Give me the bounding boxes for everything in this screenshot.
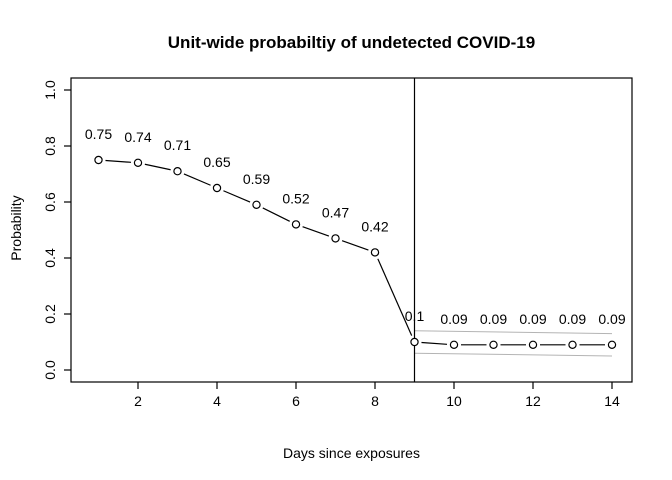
data-point-label: 0.65 — [203, 154, 230, 170]
series-segment — [341, 240, 369, 251]
series-segment — [144, 163, 171, 171]
data-point — [568, 340, 577, 349]
x-tick-label: 12 — [525, 393, 541, 409]
data-point — [173, 166, 182, 176]
y-tick-label: 0.0 — [42, 360, 58, 380]
plot-border — [70, 77, 633, 383]
data-point-label: 0.52 — [282, 190, 309, 206]
series-segment — [183, 173, 211, 186]
series-segment — [223, 190, 251, 203]
y-tick-label: 0.2 — [42, 304, 58, 324]
series-segment — [105, 159, 132, 163]
data-point — [133, 158, 143, 167]
data-point — [370, 248, 380, 257]
data-point — [331, 234, 340, 243]
y-tick-label: 0.6 — [42, 192, 58, 212]
data-point-label: 0.09 — [559, 311, 586, 327]
data-point-label: 0.47 — [322, 204, 349, 220]
x-tick-label: 10 — [446, 393, 462, 409]
data-point — [410, 337, 419, 347]
x-tick-label: 4 — [213, 393, 221, 409]
x-tick-label: 2 — [134, 393, 142, 409]
data-point-label: 0.09 — [480, 311, 507, 327]
series-segment — [377, 258, 413, 336]
y-tick-label: 0.8 — [42, 136, 58, 156]
data-point-label: 0.59 — [243, 171, 270, 187]
ci-lower-line — [414, 352, 613, 357]
data-point-label: 0.09 — [598, 311, 625, 327]
data-point-label: 0.09 — [440, 311, 467, 327]
series-segment — [421, 341, 448, 345]
data-point — [94, 155, 103, 165]
data-point-label: 0.42 — [361, 218, 388, 234]
ci-upper-line — [414, 330, 613, 335]
x-tick-label: 14 — [604, 393, 620, 409]
data-point-label: 0.71 — [164, 137, 191, 153]
data-point — [252, 200, 261, 209]
data-point-label: 0.09 — [519, 311, 546, 327]
data-point — [449, 340, 459, 349]
y-tick-label: 0.4 — [42, 248, 58, 268]
data-point-label: 0.74 — [124, 129, 151, 145]
data-point — [291, 220, 301, 229]
x-tick-label: 8 — [371, 393, 379, 409]
data-point — [528, 340, 538, 349]
x-axis-label: Days since exposures — [283, 445, 420, 461]
data-point — [489, 340, 498, 349]
series-segment — [302, 226, 330, 237]
y-tick-label: 1.0 — [42, 80, 58, 100]
x-tick-label: 6 — [292, 393, 300, 409]
data-point — [212, 183, 222, 193]
series-segment — [262, 207, 290, 222]
chart-title: Unit-wide probabiltiy of undetected COVI… — [167, 33, 536, 52]
data-point-label: 0.75 — [85, 126, 112, 142]
data-point-label: 0.1 — [405, 308, 425, 324]
data-point — [607, 340, 617, 349]
